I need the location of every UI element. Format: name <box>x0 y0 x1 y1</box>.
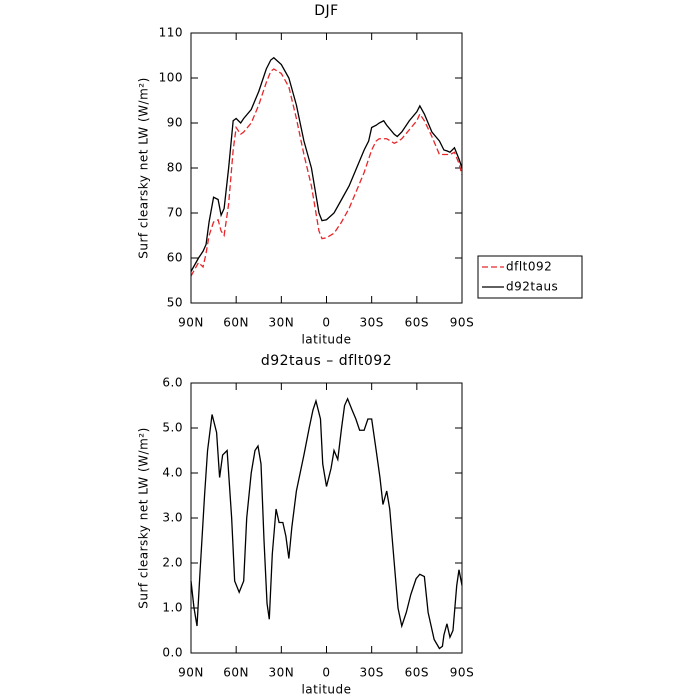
legend-label: dflt092 <box>506 260 552 274</box>
x-axis-label: latitude <box>301 333 351 347</box>
y-tick-label: 90 <box>167 116 183 130</box>
y-tick-label: 1.0 <box>162 601 183 615</box>
x-tick-label: 30N <box>268 666 294 680</box>
y-axis-label: Surf clearsky net LW (W/m²) <box>137 427 151 609</box>
plot-frame <box>190 382 463 654</box>
x-tick-label: 30S <box>359 666 383 680</box>
data-line <box>190 68 463 277</box>
x-tick-label: 30S <box>359 316 383 330</box>
x-tick-label: 30N <box>268 316 294 330</box>
plot-frame <box>190 32 463 304</box>
x-tick-label: 90N <box>178 666 204 680</box>
y-tick-label: 50 <box>167 296 183 310</box>
y-tick-label: 80 <box>167 161 183 175</box>
y-tick-label: 2.0 <box>162 556 183 570</box>
y-tick-label: 4.0 <box>162 466 183 480</box>
legend-label: d92taus <box>506 280 558 294</box>
y-tick-label: 70 <box>167 206 183 220</box>
x-tick-label: 60S <box>405 316 429 330</box>
data-line <box>190 397 463 650</box>
data-line <box>190 56 463 272</box>
y-tick-label: 60 <box>167 251 183 265</box>
x-tick-label: 90N <box>178 316 204 330</box>
x-tick-label: 0 <box>322 316 330 330</box>
y-tick-label: 3.0 <box>162 511 183 525</box>
x-tick-label: 60S <box>405 666 429 680</box>
x-tick-label: 60N <box>223 316 249 330</box>
y-axis-label: Surf clearsky net LW (W/m²) <box>137 77 151 259</box>
chart-title: DJF <box>314 3 338 19</box>
y-tick-label: 110 <box>159 26 183 40</box>
x-tick-label: 90S <box>450 316 474 330</box>
y-tick-label: 6.0 <box>162 376 183 390</box>
x-tick-label: 0 <box>322 666 330 680</box>
x-tick-label: 90S <box>450 666 474 680</box>
x-axis-label: latitude <box>301 683 351 697</box>
y-tick-label: 5.0 <box>162 421 183 435</box>
chart-title: d92taus – dflt092 <box>261 353 392 369</box>
x-tick-label: 60N <box>223 666 249 680</box>
legend-box <box>477 255 583 299</box>
y-tick-label: 0.0 <box>162 646 183 660</box>
y-tick-label: 100 <box>159 71 183 85</box>
